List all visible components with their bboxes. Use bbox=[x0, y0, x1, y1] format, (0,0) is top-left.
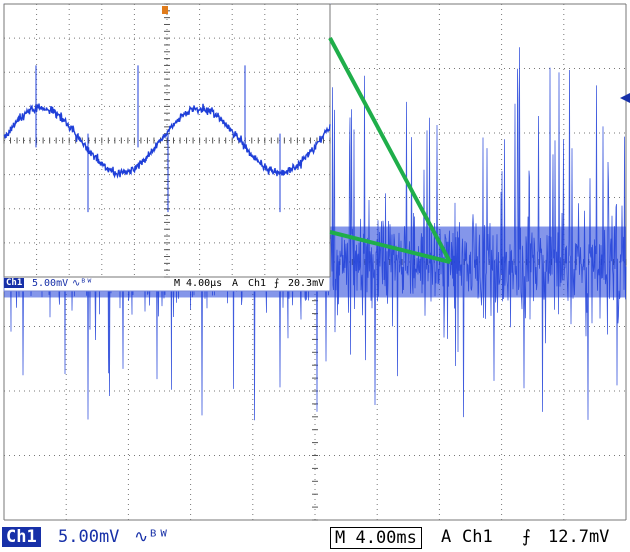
inset-status-bar: Ch1 5.00mV ∿ᴮᵂ M 4.00µs A Ch1 ⨍ 20.3mV bbox=[4, 277, 330, 291]
inset-trace-line bbox=[3, 103, 331, 179]
inset-trigger-label: A bbox=[232, 278, 239, 289]
inset-trigger-level: 20.3mV bbox=[288, 278, 325, 289]
inset-trigger-channel: Ch1 bbox=[248, 278, 267, 289]
inset-coupling-icon: ∿ᴮᵂ bbox=[72, 278, 93, 289]
inset-channel-badge: Ch1 bbox=[4, 278, 25, 288]
trigger-channel: Ch1 bbox=[462, 527, 493, 547]
inset-trigger-slope-icon: ⨍ bbox=[274, 278, 280, 289]
main-status-bar: Ch1 5.00mV ∿ᴮᵂ M 4.00ms A Ch1 ⨍ 12.7mV bbox=[0, 523, 630, 552]
zoom-inset-panel bbox=[3, 3, 331, 292]
trigger-level: 12.7mV bbox=[548, 527, 610, 547]
zoom-line-lower bbox=[329, 230, 451, 264]
zoom-line-upper bbox=[328, 37, 452, 263]
timebase: M 4.00ms bbox=[330, 527, 422, 549]
trigger-level-marker bbox=[620, 93, 630, 103]
inset-trace bbox=[3, 65, 331, 213]
coupling-icon: ∿ᴮᵂ bbox=[134, 527, 169, 547]
inset-timebase: M 4.00µs bbox=[174, 278, 223, 289]
trigger-arrow-icon bbox=[620, 93, 630, 103]
trigger-label: A bbox=[441, 527, 452, 547]
inset-graticule bbox=[3, 3, 331, 278]
channel-badge: Ch1 bbox=[2, 527, 41, 547]
trigger-slope-icon: ⨍ bbox=[522, 527, 531, 547]
zoom-callout-lines bbox=[328, 37, 452, 264]
inset-scale: 5.00mV bbox=[32, 278, 69, 289]
inset-trigger-marker-icon bbox=[162, 6, 168, 14]
vertical-scale: 5.00mV bbox=[58, 527, 120, 547]
